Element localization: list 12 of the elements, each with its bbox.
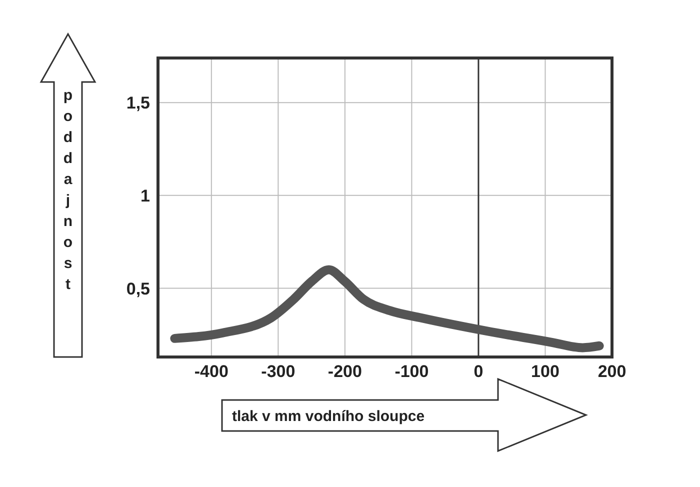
x-tick-label: -400 bbox=[194, 362, 228, 382]
x-tick-label: 100 bbox=[531, 362, 560, 382]
x-tick-label: -300 bbox=[261, 362, 296, 382]
y-tick-label: 0,5 bbox=[126, 279, 150, 298]
x-tick-label: 0 bbox=[474, 362, 484, 382]
text: poddajnost bbox=[63, 87, 73, 293]
x-tick-label: -200 bbox=[328, 362, 362, 382]
x-axis-title: tlak v mm vodního sloupce bbox=[232, 408, 425, 425]
y-tick-label: 1,5 bbox=[126, 94, 150, 113]
y-tick-label: 1 bbox=[140, 186, 150, 206]
x-tick-label: 200 bbox=[598, 362, 626, 382]
x-tick-label: -100 bbox=[394, 362, 429, 382]
